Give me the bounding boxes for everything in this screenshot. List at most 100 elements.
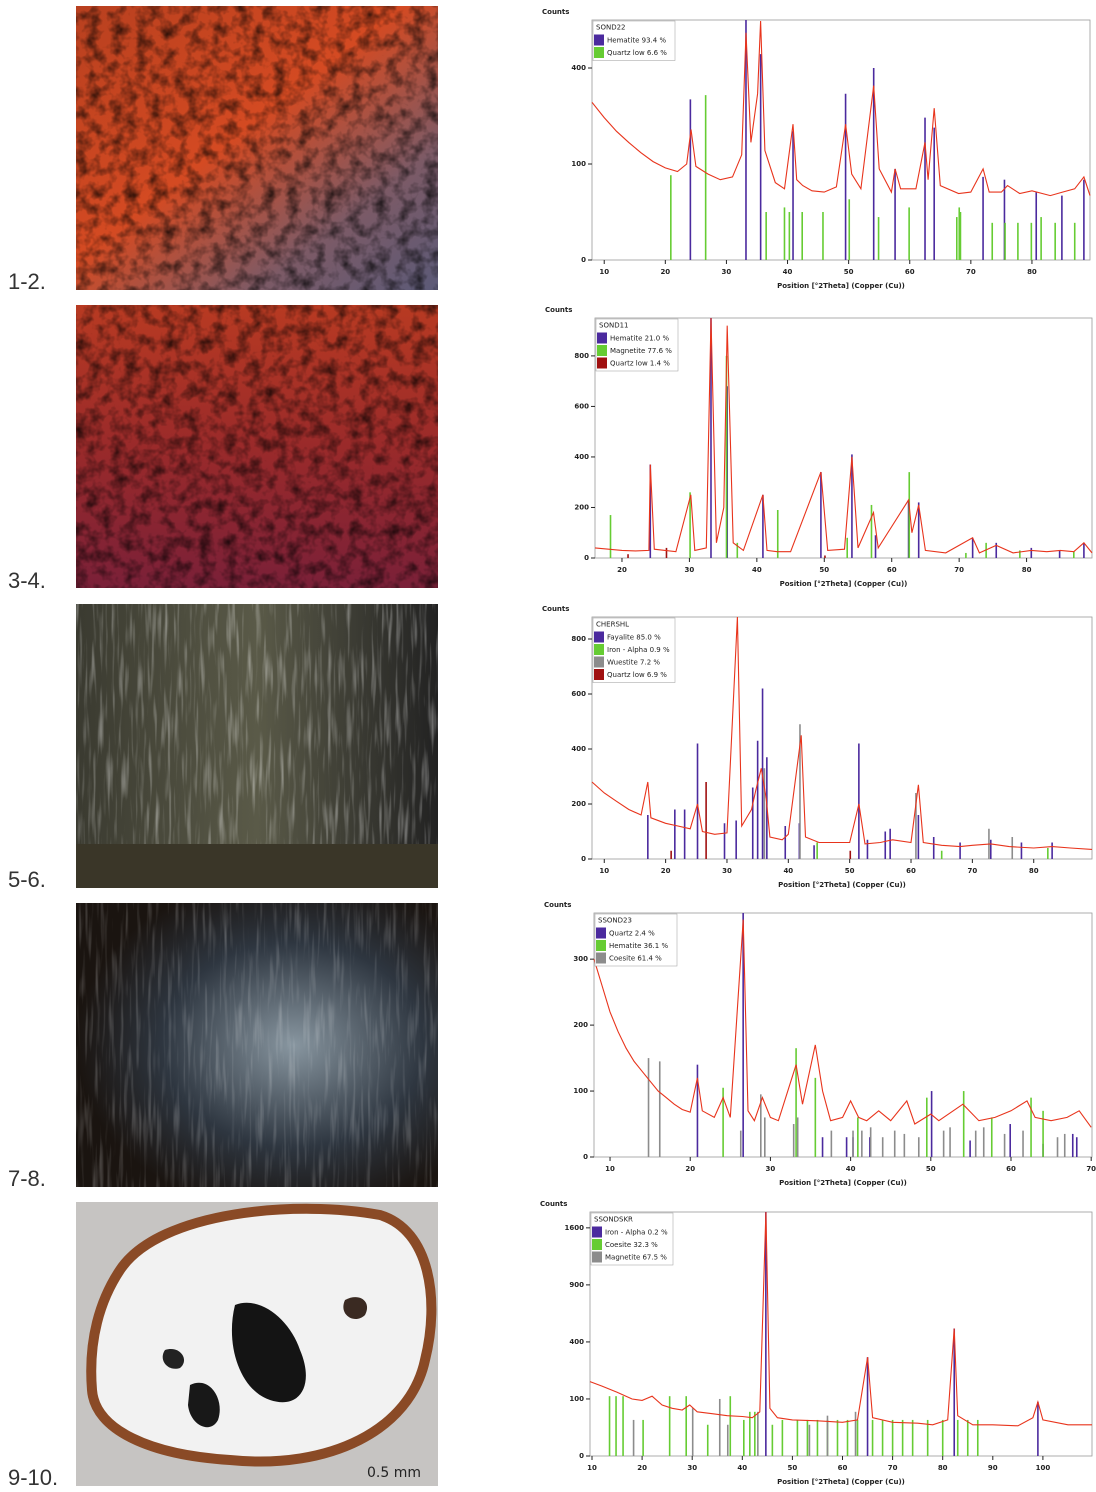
- photo-texture: [76, 903, 438, 1187]
- x-axis-label: Position [°2Theta] (Copper (Cu)): [777, 1478, 905, 1486]
- y-tick-label: 100: [573, 1087, 588, 1095]
- legend-label: Magnetite 67.5 %: [605, 1254, 667, 1262]
- legend-swatch: [592, 1226, 602, 1238]
- legend-label: Quartz 2.4 %: [609, 930, 655, 938]
- x-tick-label: 70: [888, 1464, 898, 1472]
- y-tick-label: 100: [571, 160, 586, 168]
- legend-label: Quartz low 6.6 %: [607, 49, 667, 57]
- y-tick-label: 400: [571, 64, 586, 72]
- panel-label: 9-10.: [8, 1465, 58, 1488]
- y-axis-label: Counts: [544, 901, 571, 909]
- x-tick-label: 50: [926, 1165, 936, 1173]
- legend-swatch: [592, 1239, 602, 1250]
- legend-swatch: [594, 656, 604, 668]
- y-tick-label: 0: [583, 1153, 588, 1161]
- x-tick-label: 60: [905, 268, 915, 276]
- y-tick-label: 1600: [565, 1224, 585, 1232]
- legend-box: [594, 913, 678, 967]
- x-tick-label: 80: [938, 1464, 948, 1472]
- x-tick-label: 30: [722, 268, 732, 276]
- x-tick-label: 10: [605, 1165, 615, 1173]
- y-axis-label: Counts: [542, 605, 569, 613]
- x-tick-label: 30: [722, 867, 732, 875]
- legend-box: [595, 318, 679, 372]
- plot-frame: [591, 19, 1091, 261]
- x-tick-label: 20: [637, 1464, 647, 1472]
- x-tick-label: 40: [783, 268, 793, 276]
- legend-label: Fayalite 85.0 %: [607, 634, 661, 642]
- y-tick-label: 200: [574, 503, 589, 511]
- y-tick-label: 800: [571, 635, 586, 643]
- x-tick-label: 80: [1027, 268, 1037, 276]
- legend-label: Magnetite 77.6 %: [610, 347, 672, 355]
- legend-label: Iron - Alpha 0.2 %: [605, 1229, 668, 1237]
- legend-swatch: [597, 332, 607, 344]
- y-tick-label: 800: [574, 352, 589, 360]
- x-tick-label: 40: [752, 566, 762, 574]
- legend-swatch: [597, 345, 607, 356]
- plot-frame: [594, 317, 1093, 559]
- y-axis-label: Counts: [540, 1200, 567, 1208]
- legend-swatch: [594, 631, 604, 643]
- y-tick-label: 0: [581, 855, 586, 863]
- photo-base: [76, 844, 438, 888]
- x-tick-label: 30: [685, 566, 695, 574]
- sample-name: SOND22: [596, 24, 626, 32]
- legend-swatch: [596, 927, 606, 939]
- legend-label: Quartz low 6.9 %: [607, 671, 667, 679]
- y-tick-label: 100: [569, 1395, 584, 1403]
- photo-texture: [76, 6, 438, 290]
- diffractogram: [591, 20, 1091, 197]
- legend-label: Wuestite 7.2 %: [607, 659, 660, 667]
- panel-label: 5-6.: [8, 867, 46, 892]
- x-tick-label: 100: [1036, 1464, 1051, 1472]
- x-tick-label: 40: [846, 1165, 856, 1173]
- chart: Counts Position [°2Theta] (Copper (Cu)) 0 2…: [545, 306, 1093, 588]
- y-tick-label: 400: [569, 1338, 584, 1346]
- x-tick-label: 50: [845, 867, 855, 875]
- legend-box: [592, 617, 676, 683]
- legend-swatch: [597, 357, 607, 369]
- legend-box: [592, 20, 676, 61]
- legend-label: Coesite 61.4 %: [609, 955, 662, 963]
- y-axis-label: Counts: [545, 306, 572, 314]
- y-tick-label: 600: [574, 402, 589, 410]
- legend-swatch: [596, 952, 606, 964]
- diffractogram: [594, 317, 1093, 554]
- legend-label: Coesite 32.3 %: [605, 1241, 658, 1249]
- plot-frame: [593, 912, 1093, 1158]
- legend-label: Hematite 21.0 %: [610, 335, 669, 343]
- y-tick-label: 0: [581, 256, 586, 264]
- sample-name: SSONDSKR: [594, 1216, 633, 1224]
- diffractogram: [593, 919, 1092, 1128]
- chart: Counts Position [°2Theta] (Copper (Cu)) 0 2…: [542, 605, 1093, 889]
- panel-label: 3-4.: [8, 568, 46, 593]
- sample-name: SOND11: [599, 322, 629, 330]
- x-tick-label: 70: [954, 566, 964, 574]
- x-tick-label: 90: [988, 1464, 998, 1472]
- x-tick-label: 50: [844, 268, 854, 276]
- sample-name: SSOND23: [598, 917, 632, 925]
- y-tick-label: 200: [571, 800, 586, 808]
- cavity: [231, 1302, 306, 1403]
- x-tick-label: 50: [788, 1464, 798, 1472]
- legend-swatch: [594, 34, 604, 46]
- legend-swatch: [594, 644, 604, 655]
- x-axis-label: Position [°2Theta] (Copper (Cu)): [780, 580, 908, 588]
- x-tick-label: 40: [783, 867, 793, 875]
- photo-texture: [76, 604, 438, 844]
- x-tick-label: 80: [1022, 566, 1032, 574]
- x-tick-label: 70: [966, 268, 976, 276]
- x-tick-label: 70: [967, 867, 977, 875]
- x-tick-label: 50: [819, 566, 829, 574]
- x-tick-label: 10: [599, 268, 609, 276]
- x-tick-label: 20: [661, 867, 671, 875]
- x-axis-label: Position [°2Theta] (Copper (Cu)): [777, 282, 905, 290]
- photos: 0.5 mm: [76, 6, 438, 1486]
- x-tick-label: 40: [737, 1464, 747, 1472]
- legend-swatch: [596, 940, 606, 951]
- photo-texture: [76, 305, 438, 588]
- x-tick-label: 60: [887, 566, 897, 574]
- x-tick-label: 60: [838, 1464, 848, 1472]
